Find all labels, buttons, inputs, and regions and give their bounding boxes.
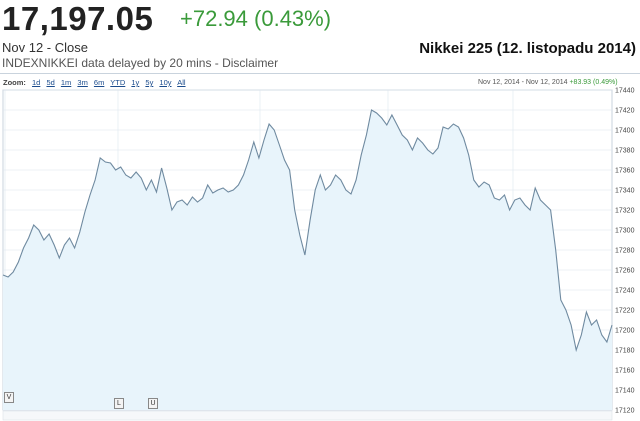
- marker-l[interactable]: L: [114, 398, 124, 409]
- zoom-1m[interactable]: 1m: [60, 78, 72, 87]
- zoom-5d[interactable]: 5d: [46, 78, 55, 87]
- zoom-1y[interactable]: 1y: [131, 78, 140, 87]
- source-disclaimer-link[interactable]: INDEXNIKKEI data delayed by 20 mins - Di…: [2, 56, 279, 70]
- series-area-fill: [3, 110, 612, 410]
- y-tick-label: 17280: [615, 248, 635, 255]
- zoom-5y[interactable]: 5y: [145, 78, 154, 87]
- current-price: 17,197.05: [2, 0, 154, 37]
- y-tick-label: 17340: [615, 188, 635, 195]
- y-tick-label: 17120: [615, 408, 635, 415]
- y-tick-label: 17440: [615, 88, 635, 95]
- y-tick-label: 17420: [615, 108, 635, 115]
- range-readout: Nov 12, 2014 - Nov 12, 2014 +83.93 (0.49…: [478, 79, 618, 86]
- y-tick-label: 17180: [615, 348, 635, 355]
- navigator-strip: [2, 410, 613, 421]
- y-tick-label: 17260: [615, 268, 635, 275]
- chart-area[interactable]: 17120 17140 17160 17180 17200 17220 17240 17260…: [0, 73, 640, 421]
- chart-title: Nikkei 225 (12. listopadu 2014): [419, 40, 636, 57]
- zoom-10y[interactable]: 10y: [159, 78, 172, 87]
- zoom-6m[interactable]: 6m: [93, 78, 105, 87]
- zoom-3m[interactable]: 3m: [77, 78, 88, 87]
- price-chart[interactable]: 17120 17140 17160 17180 17200 17220 17240 17260…: [0, 74, 640, 421]
- range-change: +83.93 (0.49%): [569, 79, 618, 86]
- y-tick-label: 17220: [615, 308, 635, 315]
- y-tick-label: 17160: [615, 368, 635, 375]
- y-tick-label: 17200: [615, 328, 635, 335]
- marker-v[interactable]: V: [4, 392, 14, 403]
- zoom-bar: Zoom: 1d 5d 1m 3m 6m YTD 1y 5y 10y All: [3, 78, 190, 87]
- y-tick-label: 17360: [615, 168, 635, 175]
- price-change: +72.94 (0.43%): [180, 6, 332, 31]
- y-tick-label: 17140: [615, 388, 635, 395]
- zoom-all[interactable]: All: [177, 78, 186, 87]
- range-dates: Nov 12, 2014 - Nov 12, 2014: [478, 79, 568, 86]
- y-tick-label: 17300: [615, 228, 635, 235]
- y-tick-label: 17240: [615, 288, 635, 295]
- y-tick-label: 17400: [615, 128, 635, 135]
- marker-u[interactable]: U: [148, 398, 158, 409]
- y-tick-label: 17380: [615, 148, 635, 155]
- zoom-ytd[interactable]: YTD: [110, 78, 126, 87]
- zoom-1d[interactable]: 1d: [32, 78, 41, 87]
- series-line: [2, 109, 613, 353]
- y-tick-label: 17320: [615, 208, 635, 215]
- close-label: Nov 12 - Close: [2, 40, 88, 55]
- zoom-label: Zoom:: [3, 78, 26, 87]
